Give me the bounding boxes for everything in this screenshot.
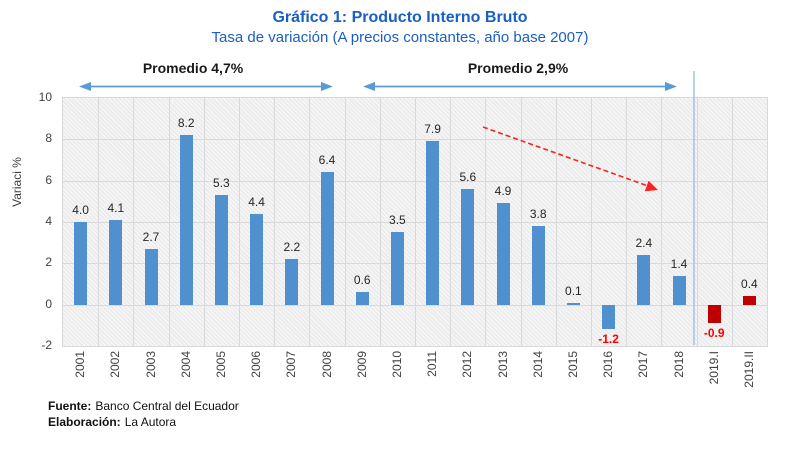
y-tick-label: 8 (45, 131, 52, 146)
y-tick-label: 6 (45, 172, 52, 187)
x-tick-label: 2014 (530, 351, 545, 378)
v-gridline (661, 98, 663, 346)
v-gridline (555, 98, 557, 346)
y-tick-label: 4 (45, 214, 52, 228)
bar (672, 275, 686, 305)
v-gridline (591, 98, 592, 346)
average-annotation-1: Promedio 4,7% (142, 60, 244, 76)
bar (109, 219, 123, 305)
v-gridline (98, 98, 100, 346)
v-gridline (626, 98, 628, 346)
bar (74, 222, 88, 305)
bar-value-label: 3.8 (529, 207, 547, 222)
v-gridline (379, 98, 381, 346)
bar (426, 141, 440, 305)
average-arrow-2 (363, 82, 677, 91)
bar (285, 259, 299, 305)
bar-value-label: 4.1 (107, 200, 125, 215)
bar (566, 302, 580, 305)
v-gridline (239, 98, 240, 346)
bar-value-label: 0.1 (565, 283, 582, 298)
source-value: Banco Central del Ecuador (95, 399, 239, 413)
x-tick-label: 2017 (636, 351, 651, 378)
v-gridline (415, 98, 416, 346)
x-tick-label: 2007 (284, 351, 299, 378)
bar-value-label: -0.9 (703, 326, 725, 341)
bar (250, 213, 264, 305)
v-gridline (168, 98, 170, 346)
average-annotation-2: Promedio 2,9% (467, 60, 569, 76)
x-tick-label: 2009 (354, 351, 369, 378)
bar-value-label: 5.6 (459, 169, 477, 184)
bar-value-label: 1.4 (670, 256, 688, 271)
v-gridline (133, 98, 135, 346)
v-gridline (344, 98, 346, 346)
x-tick-label: 2016 (601, 351, 616, 378)
bar-value-label: 2.2 (283, 240, 301, 255)
elaboration-label: Elaboración: (48, 415, 121, 429)
x-tick-label: 2010 (389, 351, 404, 378)
y-tick-label: 10 (38, 90, 52, 104)
bar-value-label: 4.0 (72, 203, 89, 217)
v-gridline (520, 98, 522, 346)
bar-value-label: 2.7 (142, 229, 160, 244)
v-gridline (309, 98, 311, 346)
bar (214, 195, 228, 305)
bar-value-label: 3.5 (389, 213, 406, 228)
x-tick-label: 2011 (425, 351, 440, 377)
plot-area: 4.0 4.1 2.7 8.2 5.3 4.4 2.2 6.4 0.6 3.5 7.9 5.6 4.9 3… (62, 97, 768, 347)
bar-value-label: 5.3 (213, 176, 230, 191)
bar (355, 292, 369, 305)
average-arrow-1 (79, 82, 333, 91)
elaboration-value: La Autora (124, 415, 177, 429)
chart-subtitle: Tasa de variación (A precios constantes,… (211, 29, 589, 46)
footer: Fuente: Banco Central del Ecuador Elabora… (48, 398, 239, 430)
source-label: Fuente: (48, 399, 92, 413)
bar-value-label: 0.4 (741, 277, 758, 292)
y-tick-label: 0 (45, 296, 52, 311)
bar-value-label: 2.4 (635, 236, 653, 251)
bar (144, 248, 158, 305)
source-line: Fuente: Banco Central del Ecuador (48, 398, 239, 414)
bar-value-label: 8.2 (177, 116, 195, 131)
x-tick-label: 2019.I (706, 351, 721, 385)
chart-title: Gráfico 1: Producto Interno Bruto (272, 9, 528, 26)
bar-value-label: 0.6 (353, 273, 371, 288)
v-gridline (485, 98, 487, 346)
v-gridline (203, 98, 205, 346)
bar-value-label: 4.9 (494, 184, 512, 199)
bar (637, 255, 651, 305)
bar (602, 304, 616, 330)
bar (320, 172, 334, 305)
bar-value-label: 6.4 (318, 153, 336, 168)
x-tick-label: 2015 (565, 351, 580, 378)
v-gridline (450, 98, 452, 346)
x-tick-label: 2012 (460, 351, 475, 378)
bar (461, 188, 475, 305)
v-gridline (696, 98, 698, 346)
y-tick-label: -2 (41, 338, 52, 352)
x-tick-label: 2006 (249, 351, 264, 378)
bar (707, 304, 721, 324)
bar-value-label: -1.2 (598, 332, 619, 347)
bar-value-label: 4.4 (248, 194, 265, 209)
elaboration-line: Elaboración: La Autora (48, 414, 239, 430)
bar (179, 135, 193, 305)
bar (742, 296, 756, 305)
v-gridline (731, 98, 733, 346)
bar (531, 226, 545, 305)
bar-value-label: 7.9 (424, 122, 441, 137)
v-gridline (274, 98, 276, 346)
x-tick-label: 2008 (319, 351, 334, 378)
bar (496, 203, 510, 305)
y-tick-label: 2 (45, 255, 52, 270)
x-tick-label: 2013 (495, 351, 510, 378)
x-tick-label: 2019.II (741, 351, 756, 388)
bar (390, 232, 404, 305)
x-tick-label: 2018 (671, 351, 686, 378)
